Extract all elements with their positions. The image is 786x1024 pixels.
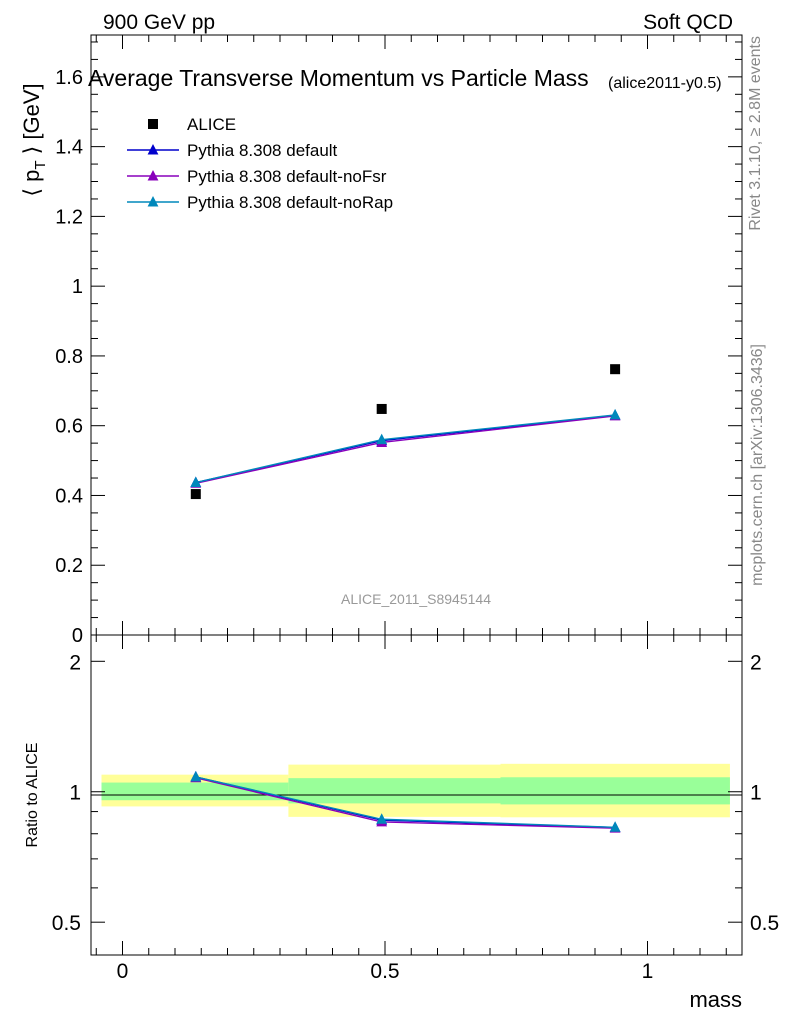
ratio-y-tick-label-left: 0.5 <box>52 912 81 935</box>
main-y-tick-label: 1.4 <box>55 137 83 159</box>
y-axis-label-sub: T <box>32 160 49 169</box>
chart-subtitle: (alice2011-y0.5) <box>608 75 722 92</box>
main-y-tick-label: 0.8 <box>55 346 83 368</box>
main-y-tick-label: 0.2 <box>55 555 83 577</box>
legend-label: ALICE <box>187 115 236 134</box>
ratio-stat-uncertainty-band <box>500 777 730 805</box>
main-y-tick-label: 1 <box>72 276 83 298</box>
rivet-version-label: Rivet 3.1.10, ≥ 2.8M events <box>747 36 764 231</box>
legend-label: Pythia 8.308 default <box>187 141 338 160</box>
ratio-y-tick-label-right: 2 <box>750 651 762 674</box>
main-data-markers <box>190 364 621 500</box>
ratio-data-markers <box>190 770 621 833</box>
alice-data-point <box>610 364 621 375</box>
main-axis-ticks: 0 0.2 0.4 0.6 0.8 1 1.2 1.4 1.6 <box>55 35 742 647</box>
svg-text:⟨ pT ⟩ [GeV]: ⟨ pT ⟩ [GeV] <box>19 83 49 196</box>
main-y-tick-label: 0.4 <box>55 485 83 507</box>
x-tick-label: 1 <box>642 960 654 983</box>
ratio-data-point <box>190 770 202 782</box>
main-y-tick-label: 1.6 <box>55 67 83 89</box>
legend-label: Pythia 8.308 default-noRap <box>187 193 393 212</box>
legend-marker <box>147 144 159 155</box>
analysis-watermark: ALICE_2011_S8945144 <box>341 591 491 607</box>
ratio-y-tick-label-left: 1 <box>69 782 81 805</box>
mc-data-point <box>190 476 202 488</box>
mcplots-credit-label: mcplots.cern.ch [arXiv:1306.3436] <box>749 344 766 586</box>
legend: ALICE Pythia 8.308 default Pythia 8.308 de… <box>127 115 393 212</box>
mc-series-line <box>195 414 616 484</box>
ratio-data-point <box>376 813 388 824</box>
y-axis-label-tail: ⟩ [GeV] <box>19 83 44 160</box>
ratio-y-tick-label-right: 1 <box>750 782 762 805</box>
mc-data-point <box>609 408 621 420</box>
main-y-tick-label: 0 <box>72 625 83 647</box>
legend-marker <box>147 196 159 207</box>
ratio-y-axis-label: Ratio to ALICE <box>24 743 41 848</box>
legend-marker <box>147 170 159 181</box>
ratio-stat-uncertainty-band <box>288 778 501 804</box>
ratio-y-tick-label-left: 2 <box>69 651 81 674</box>
legend-label: Pythia 8.308 default-noFsr <box>187 167 387 186</box>
header-left: 900 GeV pp <box>103 11 215 34</box>
x-tick-label: 0.5 <box>370 960 399 983</box>
x-tick-label: 0 <box>117 960 129 983</box>
mc-series-line <box>195 414 616 484</box>
main-y-tick-label: 0.6 <box>55 416 83 438</box>
mc-series-line <box>195 415 616 484</box>
main-series-lines <box>195 414 616 484</box>
mc-data-point <box>376 433 388 445</box>
alice-data-point <box>190 489 201 500</box>
ratio-data-point <box>609 821 621 832</box>
header-right: Soft QCD <box>643 11 733 34</box>
ratio-plot-frame <box>90 634 743 956</box>
main-y-axis-label: ⟨ pT ⟩ [GeV] <box>19 83 49 196</box>
y-axis-label-main: ⟨ p <box>19 170 44 197</box>
chart-title: Average Transverse Momentum vs Particle … <box>88 65 589 91</box>
ratio-y-tick-label-right: 0.5 <box>750 912 779 935</box>
x-axis-label: mass <box>689 987 742 1012</box>
legend-marker-alice <box>148 119 158 129</box>
main-y-tick-label: 1.2 <box>55 206 83 228</box>
alice-data-point <box>376 403 387 414</box>
ratio-axis-ticks: 0.5 0.5 1 1 2 2 0 0.5 1 <box>52 635 779 983</box>
